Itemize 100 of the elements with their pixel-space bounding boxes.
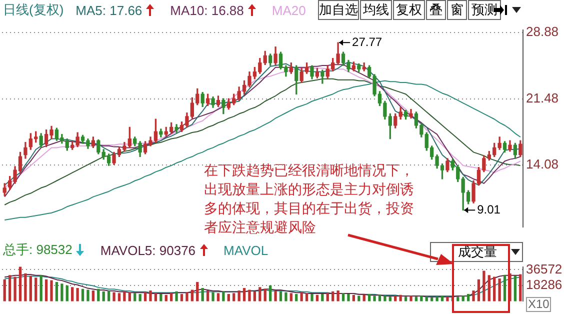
bar [482, 270, 486, 302]
bar [112, 292, 116, 302]
bar [477, 279, 480, 302]
bar [216, 293, 220, 302]
text: 均线 [360, 0, 392, 20]
text: 叠 [426, 0, 446, 20]
text: MA5: 17.66 [76, 2, 142, 18]
bar [404, 296, 408, 302]
y-tick-label: 28.88 [526, 24, 559, 40]
bar [358, 296, 360, 302]
bar [253, 291, 256, 302]
bar [279, 291, 282, 302]
bar [222, 291, 225, 302]
text: 总手: 98532 [3, 241, 72, 259]
text: 成交量 [458, 243, 497, 261]
bar [232, 293, 236, 302]
bar [336, 290, 340, 302]
bar [34, 278, 38, 302]
bar [149, 290, 152, 302]
bar [394, 296, 397, 302]
bar [8, 275, 12, 302]
bar [81, 288, 84, 302]
bar [102, 291, 105, 302]
y-tick-label: 18286 [526, 277, 562, 292]
bar [123, 291, 126, 302]
text: 复权 [393, 0, 425, 20]
bar [332, 291, 334, 302]
bar [190, 290, 194, 302]
bar [50, 280, 53, 302]
bar [425, 296, 428, 302]
bar [138, 294, 142, 302]
bar [60, 284, 64, 302]
annotation: 9.01 [477, 202, 501, 216]
bar [472, 290, 475, 302]
y-tick-label: 36572 [526, 261, 562, 276]
bar [284, 292, 288, 302]
bar [175, 291, 178, 302]
bar [342, 293, 345, 302]
bar [242, 288, 246, 302]
bar [206, 290, 210, 302]
bar [14, 276, 16, 302]
bar [107, 290, 110, 302]
bar [274, 290, 277, 302]
bar [55, 282, 58, 302]
bar [264, 288, 266, 302]
bar [519, 274, 522, 302]
bar [227, 294, 230, 302]
y-tick-label: 14.08 [526, 156, 559, 172]
bar [248, 290, 251, 302]
bar [201, 288, 204, 302]
bar [420, 296, 423, 302]
text: X10 [526, 297, 552, 312]
bar [160, 294, 162, 302]
bar [295, 294, 298, 302]
bar [24, 273, 27, 302]
text: MAVOL [224, 242, 268, 258]
bar [134, 293, 136, 302]
bar [29, 276, 32, 302]
bar [462, 296, 464, 302]
chart-title: 日线(复权) [3, 1, 64, 19]
bar [18, 266, 22, 302]
bar [86, 290, 90, 302]
bar [498, 278, 501, 302]
text: MA10: 16.88 [170, 2, 244, 18]
bar [44, 279, 48, 302]
bar [456, 296, 460, 302]
bar [503, 275, 506, 302]
bar [326, 293, 329, 302]
bar [290, 293, 292, 302]
bar [440, 296, 444, 302]
text: MA20 [272, 2, 306, 18]
text: 窗 [447, 0, 467, 20]
bar [436, 296, 438, 302]
bar [410, 296, 412, 302]
annotation: 27.77 [352, 34, 382, 49]
bar [488, 275, 490, 302]
y-tick-label: 21.48 [526, 90, 559, 106]
bar [238, 290, 240, 302]
bar [71, 287, 74, 302]
bar [466, 294, 470, 302]
bar [399, 294, 402, 302]
text: 加自选 [318, 0, 359, 20]
bar [493, 276, 496, 302]
bar [384, 296, 386, 302]
bar [97, 288, 100, 302]
bar [310, 294, 314, 302]
bar [514, 276, 517, 302]
bar [414, 296, 418, 302]
bar [66, 285, 68, 302]
bar [92, 290, 95, 302]
bar [347, 294, 350, 302]
bar [300, 292, 303, 302]
bar [321, 294, 324, 302]
bar [3, 279, 6, 302]
text: MAVOL5: 90376 [100, 242, 196, 258]
bar [40, 275, 42, 302]
bar [212, 292, 214, 302]
bar [446, 296, 449, 302]
bar [186, 292, 188, 302]
bar [258, 287, 262, 302]
